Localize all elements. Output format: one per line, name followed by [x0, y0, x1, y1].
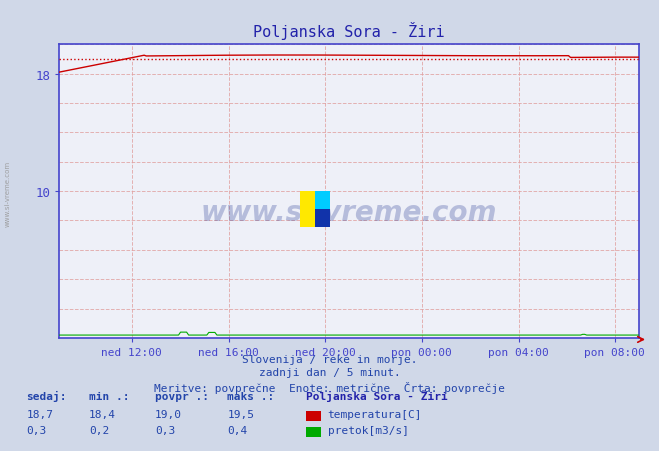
Text: sedaj:: sedaj: — [26, 390, 67, 401]
Title: Poljanska Sora - Žiri: Poljanska Sora - Žiri — [254, 22, 445, 40]
Text: 18,4: 18,4 — [89, 409, 116, 419]
Text: 18,7: 18,7 — [26, 409, 53, 419]
Text: pretok[m3/s]: pretok[m3/s] — [328, 425, 409, 435]
Text: 19,5: 19,5 — [227, 409, 254, 419]
Text: min .:: min .: — [89, 391, 129, 401]
Text: Poljanska Sora - Žiri: Poljanska Sora - Žiri — [306, 389, 448, 401]
Text: www.si-vreme.com: www.si-vreme.com — [201, 198, 498, 226]
Text: zadnji dan / 5 minut.: zadnji dan / 5 minut. — [258, 368, 401, 377]
Text: 0,3: 0,3 — [155, 425, 175, 435]
Text: Slovenija / reke in morje.: Slovenija / reke in morje. — [242, 354, 417, 364]
Text: temperatura[C]: temperatura[C] — [328, 409, 422, 419]
Text: 0,2: 0,2 — [89, 425, 109, 435]
Text: 19,0: 19,0 — [155, 409, 182, 419]
Text: povpr .:: povpr .: — [155, 391, 209, 401]
Text: 0,3: 0,3 — [26, 425, 47, 435]
Text: Meritve: povprečne  Enote: metrične  Črta: povprečje: Meritve: povprečne Enote: metrične Črta:… — [154, 381, 505, 393]
Bar — [300, 192, 315, 228]
Text: 0,4: 0,4 — [227, 425, 248, 435]
Bar — [315, 210, 330, 228]
Text: www.si-vreme.com: www.si-vreme.com — [5, 161, 11, 227]
Text: maks .:: maks .: — [227, 391, 275, 401]
Bar — [315, 192, 330, 210]
